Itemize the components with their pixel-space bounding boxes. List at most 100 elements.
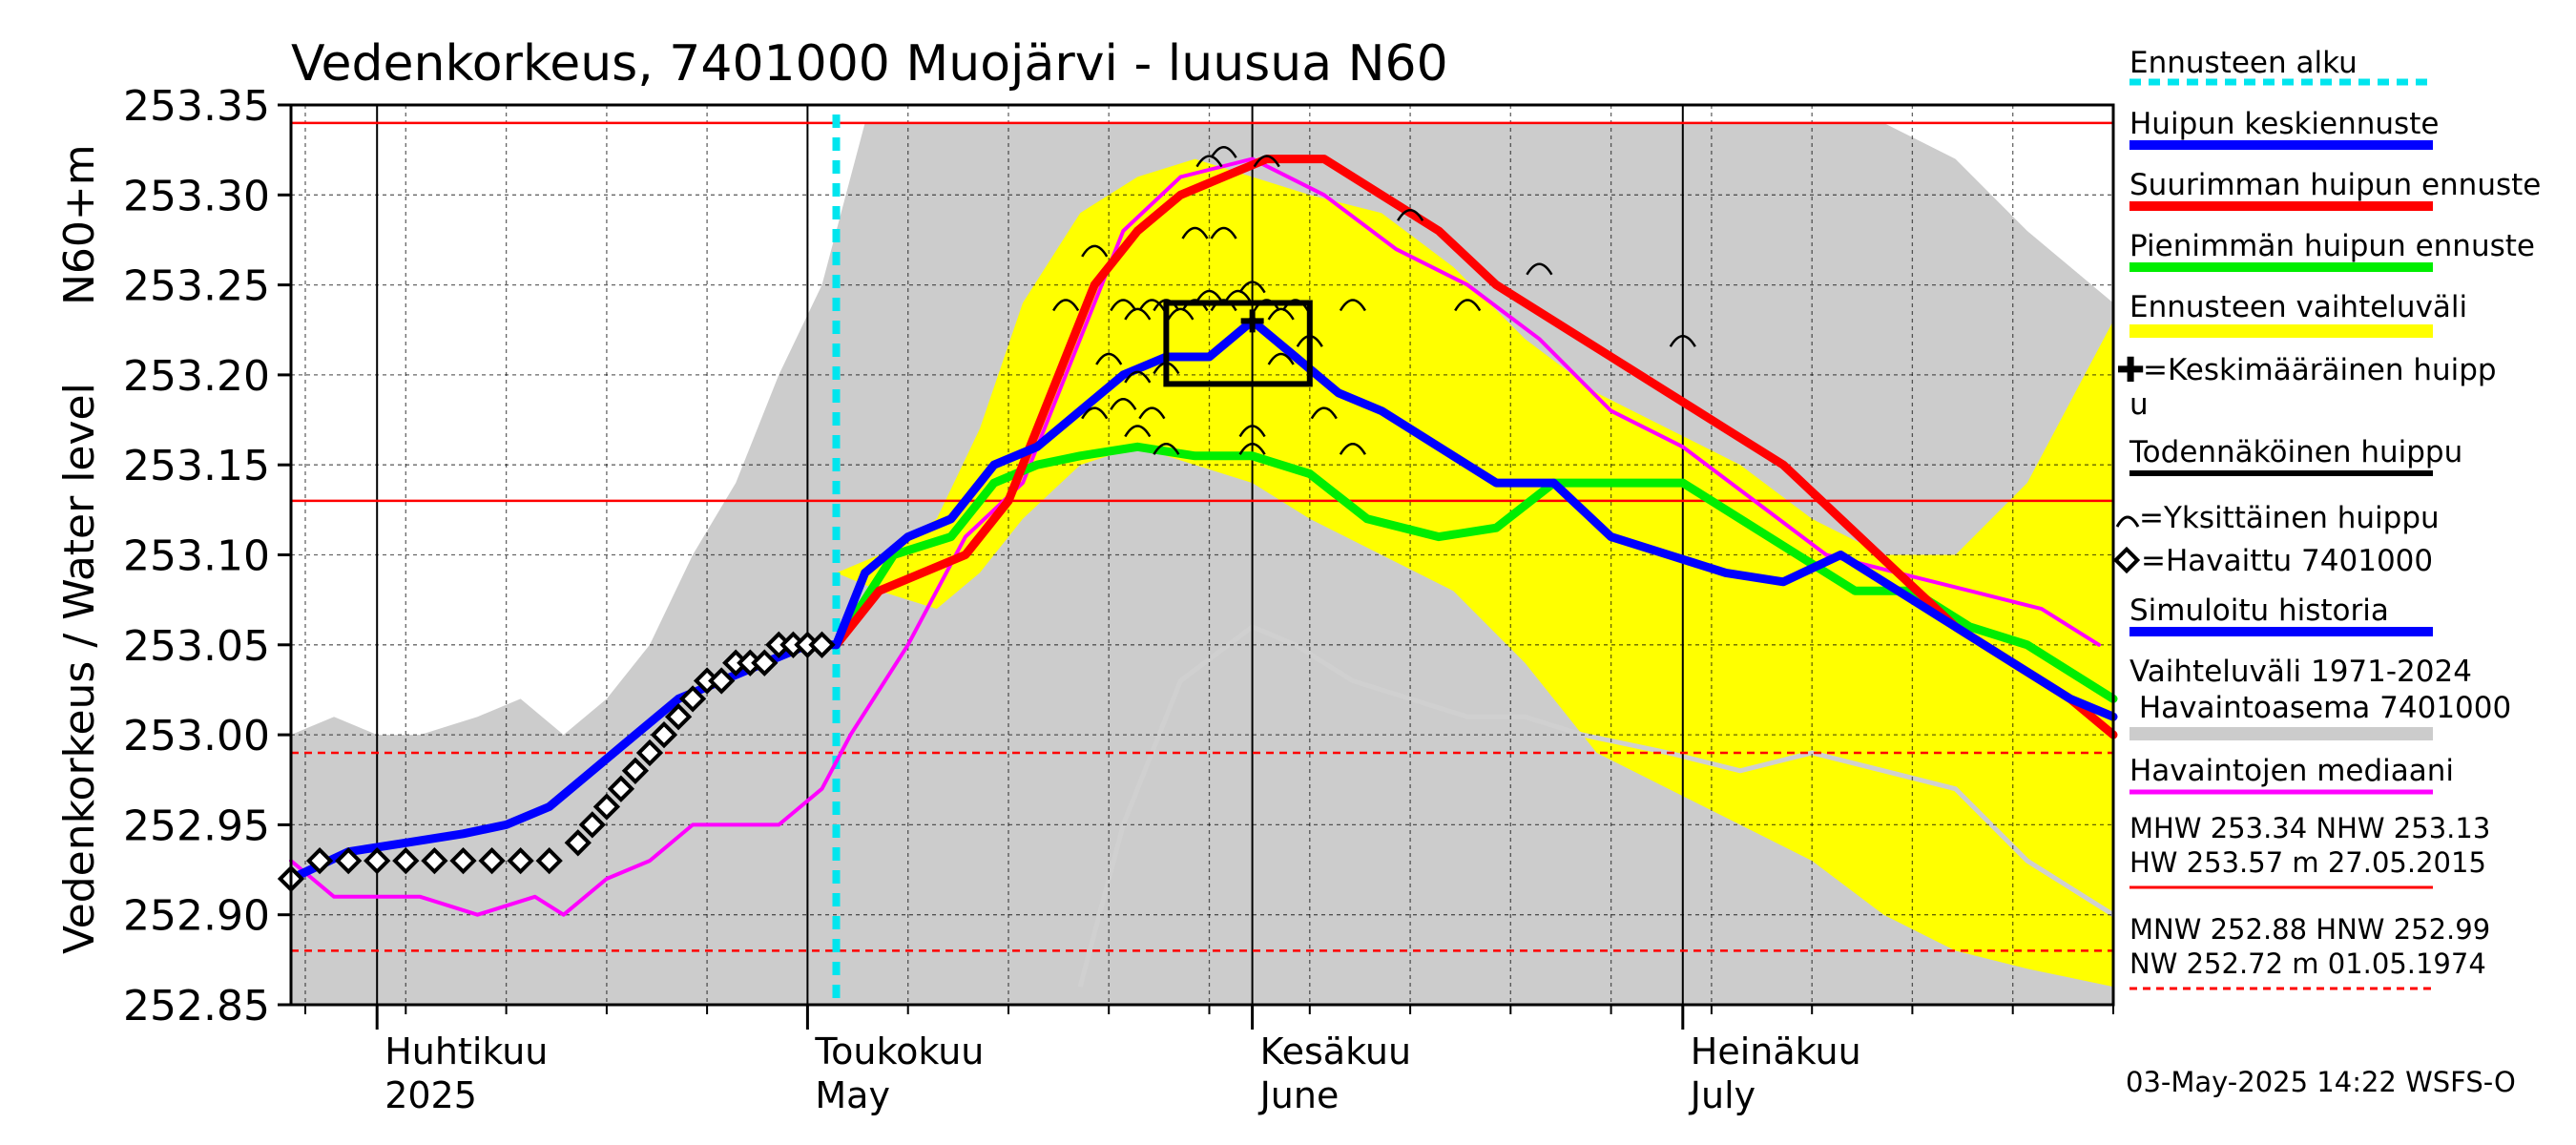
x-month-label-fi: Kesäkuu [1260,1030,1412,1072]
legend-label-mean-peak-1: =Keskimääräinen huipp [2143,353,2497,387]
individual-peak-mark [1310,406,1338,420]
x-month-label-fi: Heinäkuu [1691,1030,1861,1072]
observed-point [635,739,664,767]
y-tick-label: 253.25 [123,262,270,311]
observed-point [592,793,621,821]
y-tick-label: 253.30 [123,172,270,220]
legend-stats-high-2: HW 253.57 m 27.05.2015 [2129,846,2486,879]
individual-peak-mark [1210,299,1237,312]
individual-peak-mark [1110,299,1137,312]
individual-peak-mark [1110,397,1137,410]
y-tick-label: 253.10 [123,532,270,581]
observed-point [364,846,391,875]
observed-point [621,757,650,784]
observed-point [765,631,793,658]
observed-point [449,846,477,875]
x-month-label-en: May [815,1074,890,1116]
y-tick-label: 253.20 [123,352,270,401]
individual-peak-mark [1669,334,1696,347]
observed-point [421,846,448,875]
observed-point [564,829,592,857]
legend-label-forecast-start: Ennusteen alku [2129,46,2358,80]
legend-label-observed: =Havaittu 7401000 [2141,544,2433,578]
observed-point [722,649,750,677]
history-lower-line [1077,624,2115,988]
individual-peak-mark [1238,443,1266,455]
observed-median-line [289,156,2101,917]
y-axis-ticks: 253.35 253.30 253.25 253.20 253.15 253.10 253.… [123,82,291,1030]
observed-point [808,631,836,658]
observed-point [578,811,606,839]
individual-peak-mark [1052,299,1080,312]
observed-point [507,846,534,875]
individual-peak-mark [1124,307,1152,321]
observed-point [678,685,707,713]
individual-peak-mark [1281,299,1309,312]
mean-peak-box [1163,300,1313,387]
individual-peak-mark [1267,307,1295,321]
legend-label-individual-peak: =Yksittäinen huippu [2139,501,2440,535]
max-forecast-line [832,155,2118,739]
observed-layer [277,631,836,893]
legend-stats-low-1: MNW 252.88 HNW 252.99 [2129,913,2490,946]
individual-peak-mark [1253,155,1280,168]
observed-point [607,775,635,802]
legend-swatch-forecast-range [2129,324,2433,338]
legend-label-median-forecast: Huipun keskiennuste [2129,107,2439,141]
legend: Ennusteen alku Huipun keskiennuste Suuri… [2112,46,2541,990]
x-month-label-fi: Toukokuu [814,1030,984,1072]
observed-point [478,846,506,875]
observed-point [305,846,334,875]
individual-peak-mark [1210,145,1237,158]
mean-peak-marker [1240,309,1264,333]
individual-peak-mark [1238,281,1266,294]
y-tick-label: 252.85 [123,982,270,1030]
legend-symbol-individual-peak [2115,515,2140,528]
individual-peak-mark [1397,208,1424,221]
observed-point [335,846,363,875]
observed-point [737,649,764,677]
legend-label-simulated: Simuloitu historia [2129,593,2389,628]
legend-label-min-forecast: Pienimmän huipun ennuste [2129,229,2535,263]
legend-label-max-forecast: Suurimman huipun ennuste [2129,168,2541,202]
series-layer [286,155,2118,917]
legend-symbol-mean-peak: ✚ [2116,351,2145,390]
peaks-layer [1052,145,1696,455]
y-tick-label: 253.35 [123,82,270,131]
individual-peak-mark [1195,289,1223,302]
y-axis-unit: N60+m [55,144,104,305]
legend-label-history-range-1: Vaihteluväli 1971-2024 [2129,655,2472,689]
individual-peak-mark [1081,406,1109,420]
x-month-label-en: 2025 [384,1074,477,1116]
individual-peak-mark [1081,244,1109,258]
individual-peak-mark [1153,299,1180,312]
legend-label-mean-peak-2: u [2129,387,2149,422]
footer-timestamp: 03-May-2025 14:22 WSFS-O [2126,1066,2516,1098]
y-tick-label: 253.05 [123,622,270,671]
individual-peak-mark [1253,299,1280,312]
y-tick-label: 253.00 [123,712,270,760]
legend-label-history-range-2: Havaintoasema 7401000 [2129,691,2511,725]
observed-point [664,703,693,731]
observed-point [392,846,420,875]
observed-point [708,667,736,695]
legend-symbol-observed [2112,546,2141,574]
individual-peak-mark [1124,370,1152,384]
observed-point [650,720,678,749]
chart-title: Vedenkorkeus, 7401000 Muojärvi - luusua … [291,35,1448,93]
x-month-label-en: June [1258,1074,1340,1116]
y-axis-label: Vedenkorkeus / Water level [55,383,104,954]
individual-peak-mark [1454,299,1482,312]
x-month-label-fi: Huhtikuu [384,1030,548,1072]
individual-peak-mark [1267,352,1295,365]
legend-swatch-history-range [2129,727,2433,740]
individual-peak-mark [1238,425,1266,438]
individual-peak-mark [1526,262,1553,276]
legend-stats-high-1: MHW 253.34 NHW 253.13 [2129,812,2490,844]
individual-peak-mark [1095,352,1123,365]
legend-label-observed-median: Havaintojen mediaani [2129,754,2454,788]
reference-lines-layer [291,114,2113,1005]
legend-label-likely-peak: Todennäköinen huippu [2129,435,2462,469]
